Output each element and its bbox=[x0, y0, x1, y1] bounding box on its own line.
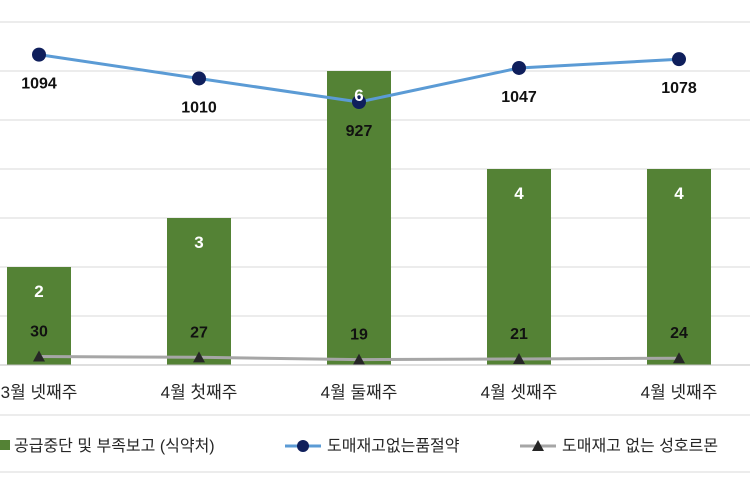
stockout-value-label: 927 bbox=[346, 123, 373, 140]
legend-label-stockout: 도매재고없는품절약 bbox=[327, 437, 460, 455]
marker-hormone-2 bbox=[353, 353, 365, 365]
bars bbox=[7, 71, 711, 365]
hormone-value-label: 30 bbox=[30, 323, 48, 340]
marker-hormone-0 bbox=[33, 350, 45, 362]
bar-value-label: 3 bbox=[194, 233, 203, 252]
legend-label-hormone: 도매재고 없는 성호르몬 bbox=[562, 437, 718, 455]
marker-hormone-4 bbox=[673, 352, 685, 364]
series-lines bbox=[32, 47, 686, 365]
legend-marker-hormone bbox=[532, 440, 544, 451]
bar-2 bbox=[327, 71, 391, 365]
x-tick-label: 4월 셋째주 bbox=[481, 383, 558, 402]
stockout-value-label: 1094 bbox=[21, 76, 57, 93]
stockout-value-label: 1010 bbox=[181, 99, 217, 116]
x-axis: 3월 넷째주 4월 첫째주 4월 둘째주 4월 셋째주 4월 넷째주 bbox=[0, 364, 750, 402]
stockout-value-label: 1078 bbox=[661, 80, 697, 97]
legend-swatch-bar bbox=[0, 440, 10, 450]
bar-3 bbox=[487, 169, 551, 365]
hormone-value-label: 27 bbox=[190, 324, 208, 341]
x-tick-label: 3월 넷째주 bbox=[1, 383, 78, 402]
stockout-value-label: 1047 bbox=[501, 89, 537, 106]
marker-stockout-3 bbox=[512, 60, 526, 75]
hormone-value-label: 24 bbox=[670, 325, 688, 342]
marker-stockout-2 bbox=[352, 95, 366, 110]
x-tick-label: 4월 둘째주 bbox=[321, 383, 398, 402]
marker-stockout-0 bbox=[32, 47, 46, 62]
marker-hormone-1 bbox=[193, 351, 205, 363]
bar-value-label: 4 bbox=[514, 184, 524, 203]
bar-value-label: 6 bbox=[354, 86, 363, 105]
marker-stockout-1 bbox=[192, 71, 206, 86]
marker-stockout-4 bbox=[672, 52, 686, 67]
legend: 공급중단 및 부족보고 (식약처) 도매재고없는품절약 도매재고 없는 성호르몬 bbox=[0, 437, 718, 455]
bar-0 bbox=[7, 267, 71, 365]
hormone-value-label: 19 bbox=[350, 327, 368, 344]
x-tick-label: 4월 넷째주 bbox=[641, 383, 718, 402]
legend-label-bar: 공급중단 및 부족보고 (식약처) bbox=[14, 437, 215, 455]
bar-4 bbox=[647, 169, 711, 365]
bar-1 bbox=[167, 218, 231, 365]
x-tick-label: 4월 첫째주 bbox=[161, 383, 238, 402]
data-labels: 2 3 6 4 4 1094 1010 927 1047 1078 30 27 19 21 24 bbox=[21, 76, 697, 344]
hormone-value-label: 21 bbox=[510, 326, 528, 343]
legend-marker-stockout bbox=[297, 440, 309, 452]
bar-value-label: 2 bbox=[34, 282, 43, 301]
bar-value-label: 4 bbox=[674, 184, 684, 203]
marker-hormone-3 bbox=[513, 353, 525, 365]
